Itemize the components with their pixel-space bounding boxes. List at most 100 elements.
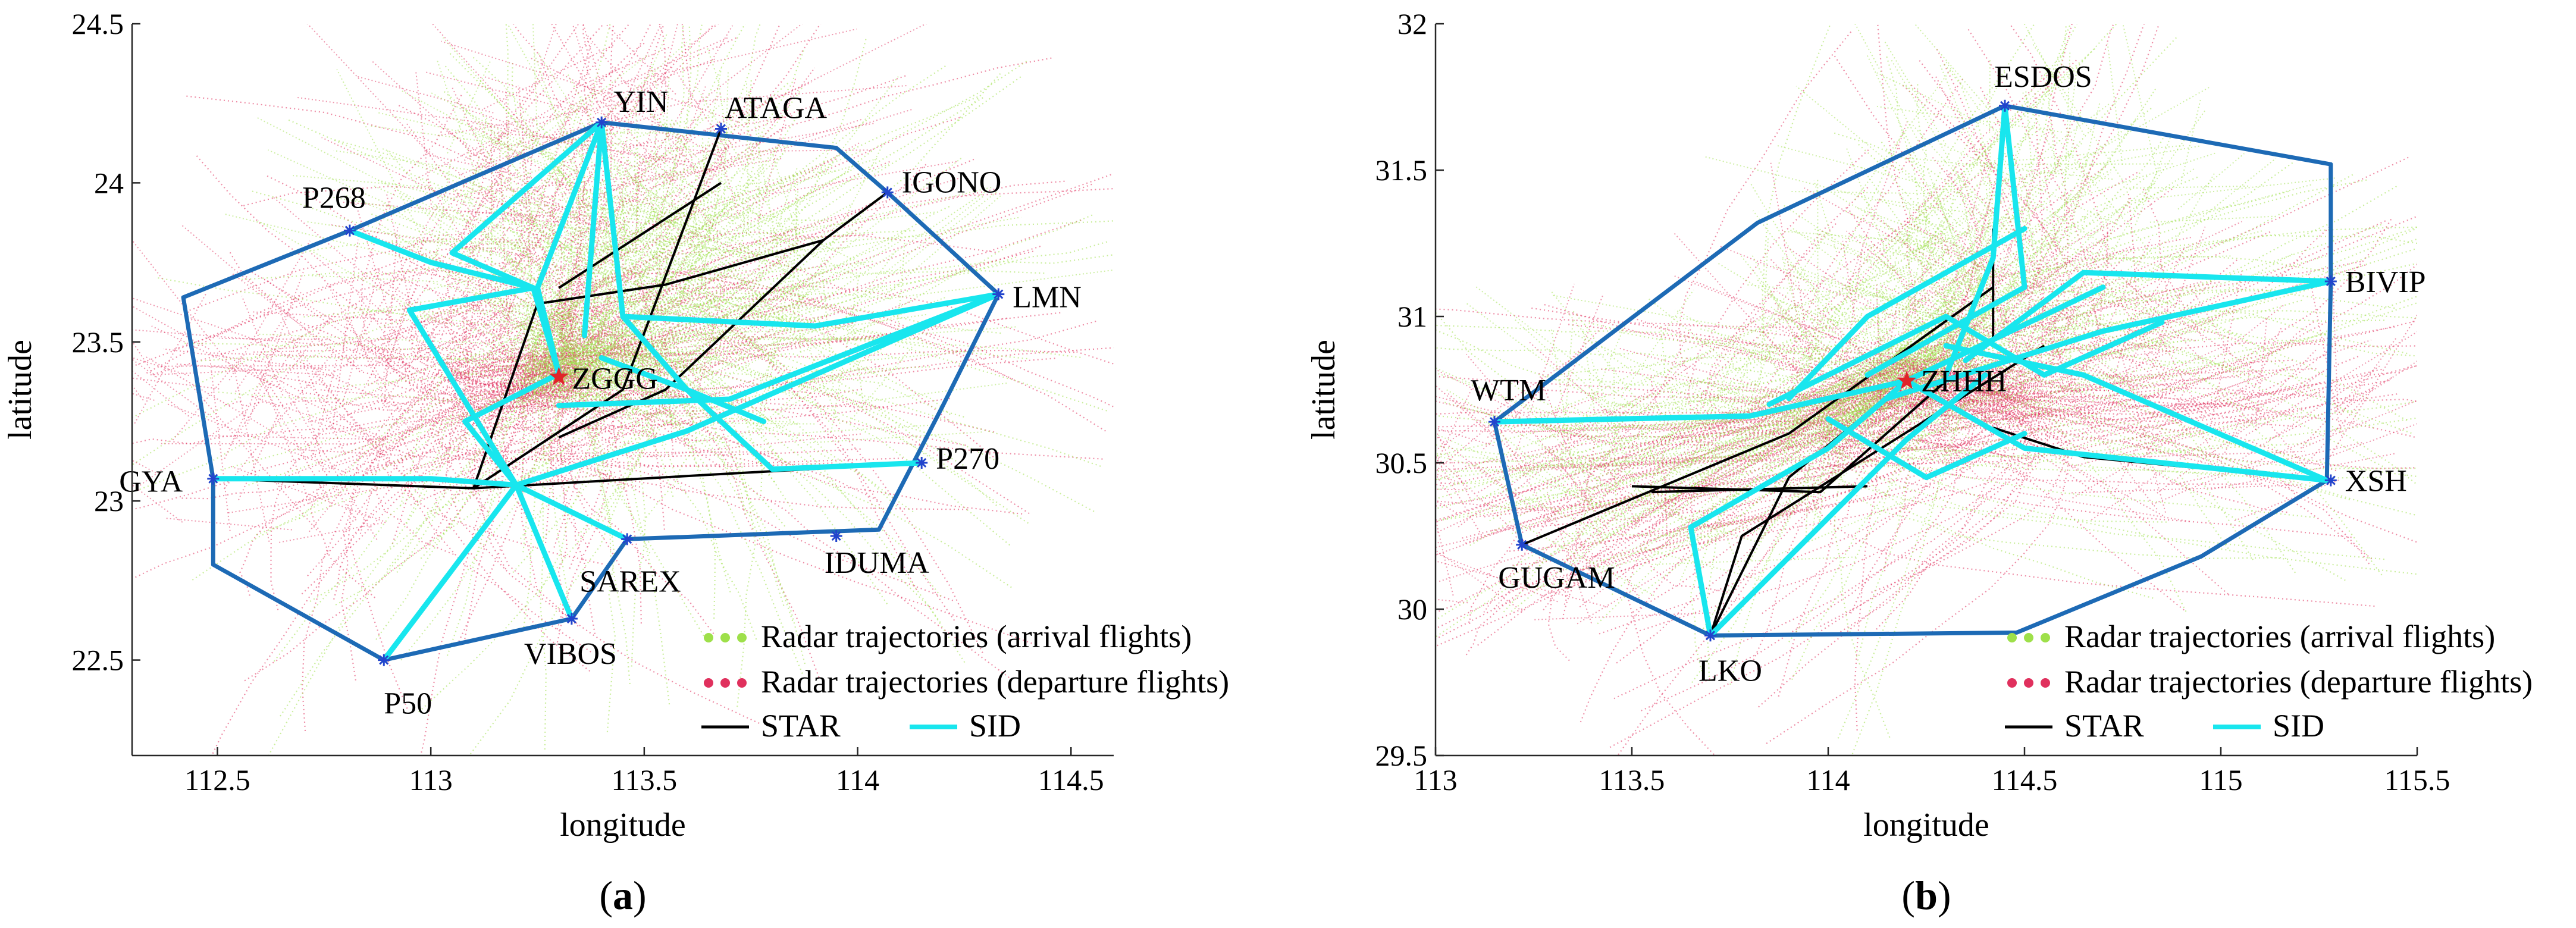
radar-trajectory-departure: [279, 521, 387, 543]
radar-trajectory-departure: [249, 270, 428, 377]
radar-trajectory-arrival: [2085, 167, 2161, 299]
radar-trajectory-departure: [2106, 429, 2203, 454]
radar-trajectory-departure: [622, 115, 793, 149]
radar-trajectory-arrival: [1541, 393, 1903, 465]
radar-trajectory-arrival: [777, 340, 895, 415]
radar-trajectory-arrival: [1608, 372, 1892, 528]
radar-trajectory-arrival: [897, 241, 905, 337]
radar-trajectory-arrival: [566, 254, 1112, 365]
radar-trajectory-departure: [271, 332, 457, 350]
radar-trajectory-arrival: [622, 328, 820, 337]
legend-swatch-dot: [2041, 678, 2050, 688]
radar-trajectory-arrival: [421, 254, 601, 378]
waypoint-marker-d2: [917, 457, 927, 468]
radar-trajectory-arrival: [546, 280, 634, 413]
legend-swatch-dot: [2024, 678, 2033, 688]
sector-boundary: [181, 120, 1001, 663]
radar-trajectory-arrival: [537, 344, 964, 418]
radar-trajectory-arrival: [650, 64, 677, 173]
radar-trajectory-arrival: [571, 97, 983, 362]
radar-trajectory-arrival: [1649, 341, 1933, 516]
radar-trajectory-departure: [1550, 293, 1604, 427]
radar-trajectory-departure: [415, 127, 516, 180]
radar-trajectory-departure: [462, 294, 475, 406]
radar-trajectory-departure: [1876, 264, 2417, 416]
radar-trajectory-arrival: [1834, 333, 2330, 423]
panel-a: YIN ATAGA IGONO P268 LMN GYA P270 IDUMA SAREX VIB…: [2, 7, 1229, 918]
waypoint-marker-d2: [566, 613, 576, 624]
waypoint-label: WTM: [1471, 374, 1546, 407]
y-tick-label: 29.5: [1375, 739, 1428, 772]
radar-trajectory-departure: [1436, 501, 1624, 548]
radar-trajectory-departure: [350, 321, 426, 490]
radar-trajectory-arrival: [1878, 186, 2397, 375]
radar-trajectory-departure: [528, 410, 726, 458]
radar-trajectory-arrival: [1839, 193, 1952, 294]
radar-trajectory-departure: [593, 395, 677, 452]
radar-trajectory-arrival: [1930, 134, 2166, 383]
radar-trajectory-arrival: [1904, 201, 2051, 255]
sid-route-16: [620, 313, 767, 424]
radar-trajectory-arrival: [647, 193, 713, 273]
y-tick-label: 31.5: [1375, 153, 1428, 187]
trajectory-density-arrival: [224, 24, 1112, 446]
radar-trajectory-arrival: [722, 210, 858, 277]
legend-swatch-dot: [720, 678, 730, 688]
y-axis-title: latitude: [2, 340, 39, 440]
radar-trajectory-arrival: [557, 300, 830, 422]
airport-star-icon: [549, 366, 569, 385]
radar-trajectory-arrival: [1891, 59, 1980, 213]
radar-trajectory-departure: [521, 24, 579, 108]
radar-trajectory-arrival: [681, 274, 803, 390]
radar-trajectory-departure: [513, 219, 1082, 397]
radar-trajectory-departure: [1494, 463, 1653, 472]
star-route-3: [537, 191, 888, 305]
y-tick-label: 30.5: [1375, 446, 1428, 479]
radar-trajectory-arrival: [567, 184, 693, 237]
radar-trajectory-arrival: [1662, 518, 1762, 537]
radar-trajectory-arrival: [1920, 358, 2056, 427]
radar-trajectory-arrival: [548, 337, 920, 383]
radar-trajectory-arrival: [632, 284, 819, 315]
radar-trajectory-arrival: [579, 222, 734, 369]
radar-trajectory-departure: [264, 278, 419, 385]
radar-trajectory-arrival: [500, 287, 679, 350]
radar-trajectory-departure: [2029, 291, 2149, 372]
panel-label-open: (: [599, 873, 613, 918]
radar-trajectory-departure: [485, 254, 732, 393]
radar-trajectory-departure: [601, 101, 721, 234]
radar-trajectory-arrival: [1436, 393, 1920, 481]
radar-trajectory-departure: [202, 435, 388, 440]
x-tick-label: 113.5: [612, 763, 678, 797]
radar-trajectory-arrival: [1759, 317, 1939, 325]
radar-trajectory-departure: [436, 280, 751, 369]
radar-trajectory-departure: [702, 108, 913, 175]
radar-trajectory-departure: [2084, 322, 2196, 341]
trajectory-density-departure: [1436, 121, 2417, 625]
radar-trajectory-arrival: [1572, 311, 1935, 407]
radar-trajectory-arrival: [1696, 340, 1895, 356]
radar-trajectory-departure: [1879, 284, 2005, 338]
radar-trajectory-arrival: [549, 105, 744, 216]
radar-trajectory-arrival: [1878, 24, 2035, 382]
legend-item: Radar trajectories (arrival flights): [704, 619, 1192, 654]
radar-trajectory-departure: [694, 24, 803, 107]
legend-label: SID: [969, 708, 1021, 744]
radar-trajectory-departure: [576, 46, 670, 89]
radar-trajectory-departure: [1772, 318, 1896, 410]
radar-trajectory-departure: [209, 359, 231, 531]
radar-trajectory-departure: [419, 98, 622, 402]
radar-trajectory-arrival: [604, 151, 678, 221]
radar-trajectory-arrival: [303, 308, 590, 380]
radar-trajectory-departure: [247, 270, 305, 424]
radar-trajectory-departure: [1603, 358, 1875, 476]
radar-trajectory-departure: [471, 171, 637, 246]
radar-trajectory-arrival: [1893, 322, 2412, 434]
radar-trajectory-arrival: [1436, 453, 1659, 476]
radar-trajectory-arrival: [524, 346, 897, 507]
radar-trajectory-arrival: [1606, 403, 1744, 415]
radar-trajectory-departure: [362, 232, 531, 295]
radar-trajectory-departure: [604, 24, 676, 95]
radar-trajectory-arrival: [2021, 90, 2064, 174]
radar-trajectory-arrival: [488, 294, 591, 352]
